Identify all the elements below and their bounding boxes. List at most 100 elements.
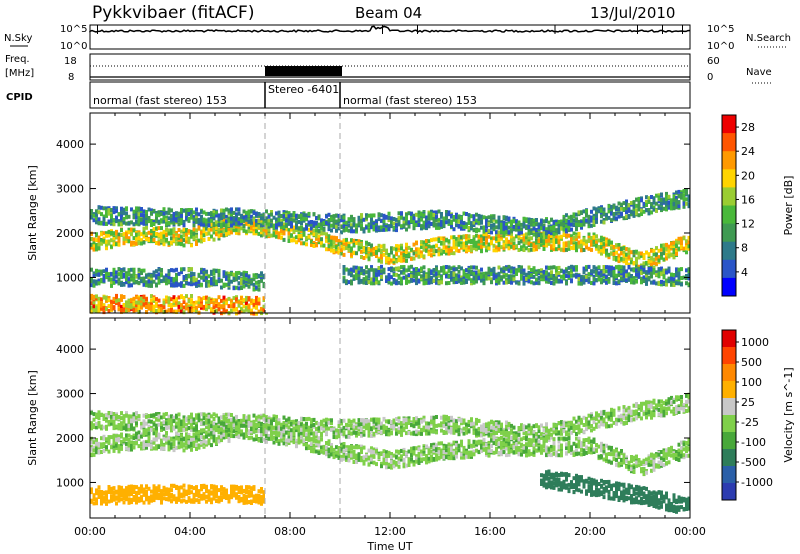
rti-cell [430, 248, 433, 253]
rti-cell [472, 276, 476, 281]
rti-cell [382, 227, 386, 232]
rti-cell [565, 233, 568, 238]
rti-cell [192, 217, 196, 222]
rti-cell [322, 243, 326, 248]
rti-cell [437, 237, 441, 242]
rti-cell [100, 270, 103, 275]
rti-cell [352, 276, 356, 281]
rti-cell [390, 220, 393, 225]
rti-cell [105, 239, 108, 244]
rti-cell [650, 202, 653, 207]
rti-cell [377, 272, 381, 277]
rti-cell [610, 207, 613, 212]
rti-cell [155, 297, 158, 302]
rti-cell [162, 216, 166, 221]
rti-cell [95, 279, 98, 284]
rti-cell [237, 275, 241, 280]
rti-cell [265, 209, 268, 214]
rti-cell [190, 243, 193, 248]
rti-cell [520, 222, 523, 227]
rti-cell [197, 279, 201, 284]
rti-cell [292, 238, 296, 243]
rti-cell [252, 282, 256, 287]
rti-cell [665, 246, 668, 251]
rti-cell [282, 214, 286, 219]
rti-cell [675, 251, 678, 256]
rti-cell [592, 281, 596, 286]
rti-cell [217, 213, 221, 218]
rti-cell [387, 272, 391, 277]
rti-cell [592, 213, 596, 218]
rti-cell [422, 270, 426, 275]
rti-cell [510, 219, 513, 224]
rti-cell [565, 243, 568, 248]
rti-cell [567, 223, 571, 228]
rti-cell [457, 248, 461, 253]
rti-cell [532, 281, 536, 286]
rti-cell [260, 227, 263, 232]
rti-cell [320, 222, 323, 227]
rti-cell [240, 306, 243, 311]
rti-cell [632, 253, 636, 258]
rti-cell [145, 283, 148, 288]
rti-cell [102, 310, 106, 315]
rti-cell [400, 246, 403, 251]
rti-cell [560, 226, 563, 231]
rti-cell [502, 268, 506, 273]
rti-cell [167, 216, 171, 221]
rti-cell [185, 239, 188, 244]
rti-cell [397, 275, 401, 280]
rti-cell [517, 233, 521, 238]
rti-cell [465, 280, 468, 284]
rti-cell [557, 219, 561, 224]
rti-cell [370, 213, 373, 218]
rti-cell [560, 234, 563, 239]
rti-cell [95, 247, 98, 252]
rti-cell [285, 213, 288, 218]
rti-cell [212, 275, 216, 280]
rti-cell [222, 223, 226, 228]
rti-cell [397, 222, 401, 227]
rti-cell [310, 226, 313, 231]
rti-cell [237, 270, 241, 275]
rti-cell [507, 268, 511, 273]
rti-cell [595, 270, 598, 275]
rti-cell [100, 238, 103, 243]
rti-cell [337, 213, 341, 218]
rti-cell [415, 272, 418, 277]
rti-cell [405, 245, 408, 249]
rti-cell [222, 274, 226, 279]
rti-cell [130, 242, 133, 247]
rti-cell [112, 296, 116, 301]
rti-cell [542, 231, 546, 236]
rti-cell [495, 281, 498, 286]
rti-cell [142, 209, 146, 214]
rti-cell [285, 223, 288, 228]
rti-cell [250, 214, 253, 219]
rti-cell [492, 226, 496, 231]
rti-cell [512, 237, 516, 242]
rti-cell [675, 205, 678, 210]
rti-cell [192, 229, 196, 234]
rti-cell [287, 228, 291, 233]
rti-cell [517, 281, 521, 286]
rti-cell [125, 239, 128, 244]
rti-cell [235, 307, 238, 311]
rti-cell [560, 279, 563, 284]
rti-cell [282, 237, 286, 242]
rti-cell [680, 276, 683, 280]
rti-cell [375, 277, 378, 282]
rti-cell [552, 237, 556, 242]
rti-cell [185, 213, 188, 218]
rti-cell [522, 221, 526, 226]
rti-cell [195, 242, 198, 246]
rti-cell [207, 283, 211, 288]
rti-cell [257, 219, 261, 223]
rti-cell [360, 278, 363, 283]
rti-cell [160, 268, 163, 272]
rti-cell [185, 274, 188, 278]
rti-cell [102, 238, 106, 243]
rti-cell [645, 250, 648, 255]
rti-cell [502, 242, 506, 247]
rti-cell [247, 278, 251, 283]
